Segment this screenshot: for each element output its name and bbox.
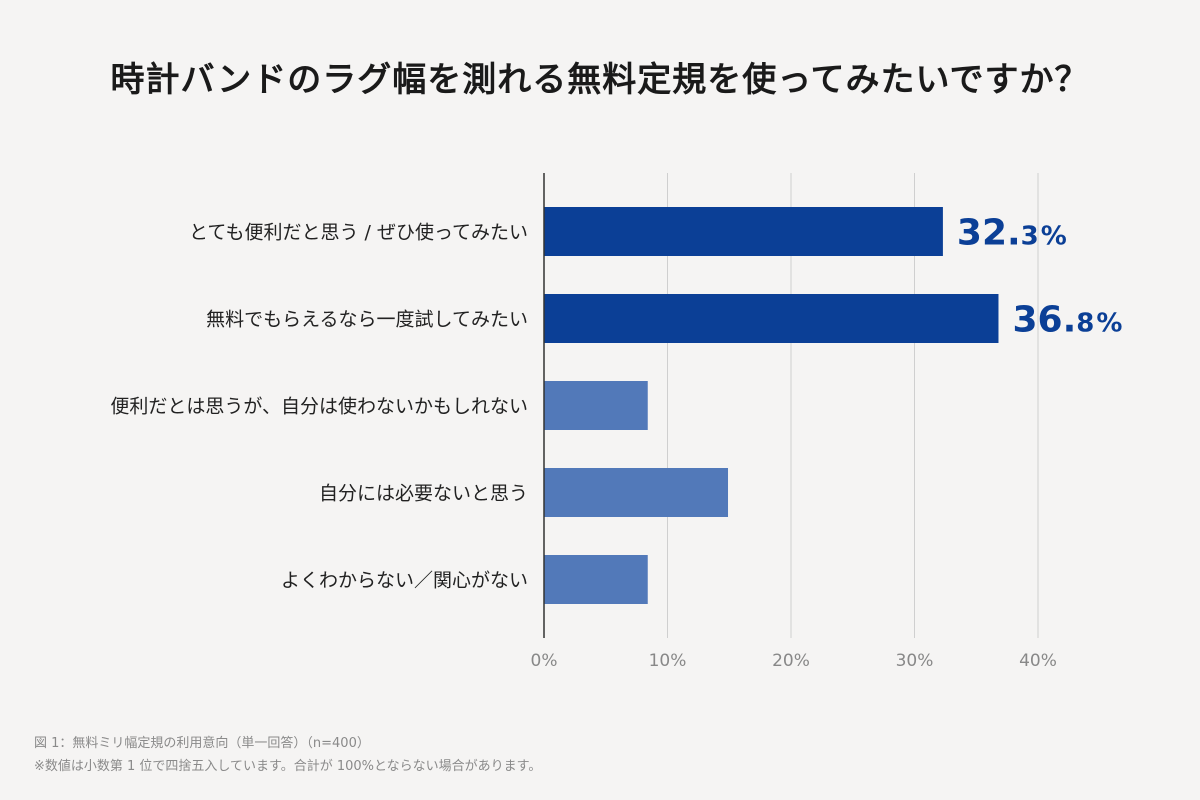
footnote-note: ※数値は小数第 1 位で四捨五入しています。合計が 100%とならない場合があり… <box>34 759 542 774</box>
x-tick-label: 0% <box>531 651 558 671</box>
data-label-unit: % <box>1041 222 1067 252</box>
bar <box>544 381 648 430</box>
category-label: 便利だとは思うが、自分は使わないかもしれない <box>110 396 528 418</box>
category-label: とても便利だと思う / ぜひ使ってみたい <box>189 222 528 244</box>
data-label-unit: % <box>1096 309 1122 339</box>
data-label-decimal: 3 <box>1021 222 1039 252</box>
category-label: 無料でもらえるなら一度試してみたい <box>206 309 528 331</box>
bar <box>544 294 999 343</box>
data-label-main: 32. <box>957 213 1021 254</box>
category-label: 自分には必要ないと思う <box>319 483 528 505</box>
x-tick-label: 40% <box>1019 651 1057 671</box>
x-axis-ticks: 0% 10% 20% 30% 40% <box>531 651 1057 671</box>
bars <box>544 207 999 604</box>
footnote-caption: 図 1：無料ミリ幅定規の利用意向（単一回答）（n=400） <box>34 736 370 751</box>
data-label-decimal: 8 <box>1076 309 1094 339</box>
bar <box>544 468 729 517</box>
chart-title: 時計バンドのラグ幅を測れる無料定規を使ってみたいですか？ <box>110 60 1090 100</box>
data-label-main: 36. <box>1012 300 1076 341</box>
data-label: 32.3% <box>957 213 1067 254</box>
x-tick-label: 10% <box>649 651 687 671</box>
data-label: 36.8% <box>1012 300 1122 341</box>
value-labels: 32.3%36.8% <box>957 213 1123 341</box>
category-labels: とても便利だと思う / ぜひ使ってみたい無料でもらえるなら一度試してみたい便利だ… <box>110 222 528 592</box>
bar <box>544 555 648 604</box>
bar <box>544 207 943 256</box>
x-tick-label: 30% <box>896 651 934 671</box>
x-tick-label: 20% <box>772 651 810 671</box>
category-label: よくわからない／関心がない <box>281 570 528 592</box>
